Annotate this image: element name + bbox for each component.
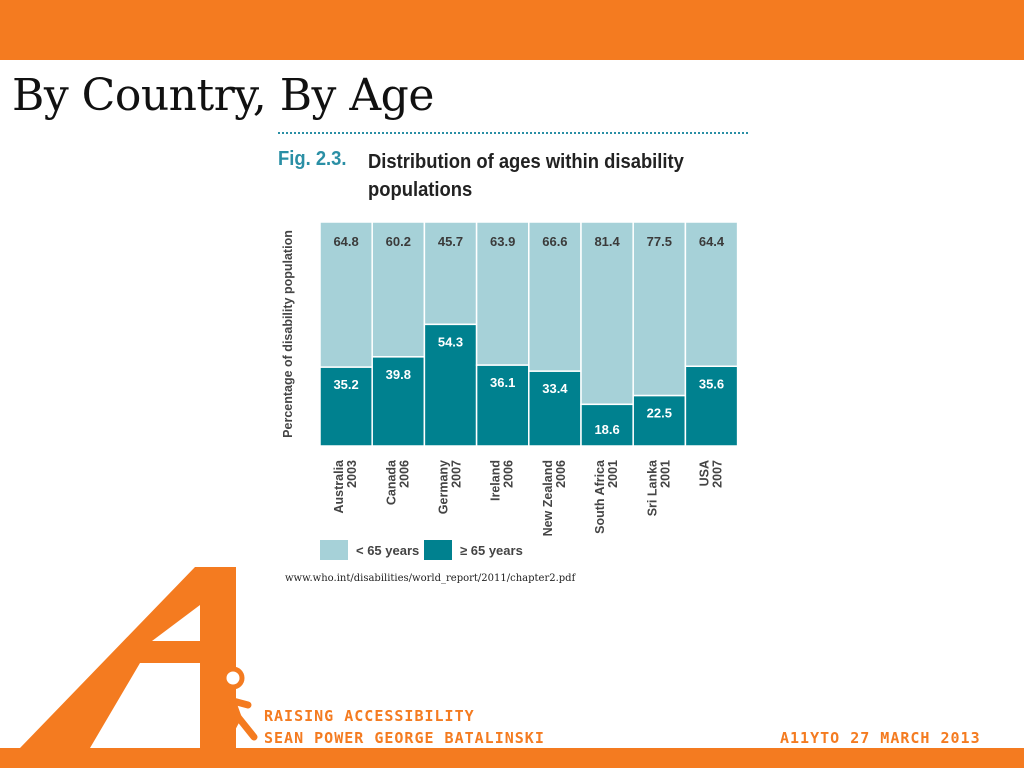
footer-authors: SEAN POWER GEORGE BATALINSKI [264, 729, 545, 747]
legend-label-under-65: < 65 years [356, 543, 419, 558]
bar-under-65 [632, 221, 687, 397]
x-tick-label: USA2007 [698, 460, 725, 488]
x-tick-label-line: 2006 [397, 460, 411, 488]
person-pushing-icon [210, 659, 258, 744]
footer-title: RAISING ACCESSIBILITY [264, 707, 475, 725]
figure-number: Fig. 2.3. [278, 148, 347, 170]
figure-divider [278, 132, 748, 134]
y-axis-label: Percentage of disability population [281, 230, 295, 438]
legend-swatch-under-65 [320, 540, 348, 560]
x-tick-label-line: Sri Lanka [645, 459, 659, 516]
bar-under-65 [371, 221, 426, 358]
value-label-65-and-over: 39.8 [386, 367, 411, 382]
x-tick-label: Sri Lanka2001 [645, 459, 672, 516]
logo-letter-a-counter-icon [152, 605, 200, 641]
bar-65-and-over [632, 394, 687, 447]
x-tick-label-line: South Africa [593, 459, 607, 534]
x-tick-label-line: Ireland [489, 460, 503, 501]
value-label-65-and-over: 36.1 [490, 375, 515, 390]
value-label-under-65: 63.9 [490, 234, 515, 249]
accessibility-logo [20, 567, 258, 748]
x-tick-label: Canada2006 [384, 459, 411, 505]
x-tick-label-line: 2007 [450, 460, 464, 488]
bar-65-and-over [423, 323, 478, 447]
logo-letter-a-icon [20, 567, 236, 748]
x-tick-label-line: 2006 [554, 460, 568, 488]
x-tick-label-line: Germany [437, 460, 451, 514]
x-tick-label-line: New Zealand [541, 460, 555, 536]
value-label-under-65: 81.4 [594, 234, 620, 249]
bar-under-65 [319, 221, 373, 368]
top-banner [0, 0, 1024, 60]
value-label-65-and-over: 33.4 [542, 381, 568, 396]
value-label-65-and-over: 35.2 [333, 377, 358, 392]
footer-event: A11YTO 27 MARCH 2013 [780, 729, 981, 747]
figure-caption: Distribution of ages within disability p… [368, 151, 684, 201]
bar-65-and-over [475, 364, 530, 447]
x-tick-label-line: 2001 [658, 460, 672, 488]
value-label-65-and-over: 54.3 [438, 334, 463, 349]
legend-label-65-and-over: ≥ 65 years [460, 543, 523, 558]
legend-swatch-65-and-over [424, 540, 452, 560]
bar-65-and-over [319, 366, 373, 447]
x-tick-label-line: USA [698, 460, 712, 486]
source-link[interactable]: www.who.int/disabilities/world_report/20… [285, 573, 576, 584]
value-label-under-65: 64.4 [699, 234, 725, 249]
value-label-under-65: 66.6 [542, 234, 567, 249]
value-label-under-65: 60.2 [386, 234, 411, 249]
x-tick-label-line: Australia [332, 459, 346, 514]
x-tick-label-line: 2001 [606, 460, 620, 488]
x-tick-label-line: 2003 [345, 460, 359, 488]
bar-65-and-over [528, 370, 582, 447]
value-label-under-65: 45.7 [438, 234, 463, 249]
x-tick-label: Ireland2006 [489, 460, 516, 501]
x-tick-label: Australia2003 [332, 459, 359, 514]
bar-65-and-over [684, 365, 739, 447]
slide-title: By Country, By Age [12, 70, 434, 121]
value-label-65-and-over: 22.5 [647, 406, 672, 421]
x-tick-label: New Zealand2006 [541, 460, 568, 536]
x-tick-label-line: 2007 [711, 460, 725, 488]
x-tick-label: South Africa2001 [593, 459, 620, 534]
value-label-under-65: 77.5 [647, 234, 672, 249]
value-label-65-and-over: 35.6 [699, 376, 724, 391]
x-tick-label-line: Canada [384, 459, 398, 505]
value-label-65-and-over: 18.6 [594, 422, 619, 437]
bar-under-65 [580, 221, 634, 406]
x-tick-label: Germany2007 [437, 460, 464, 514]
stacked-bar-chart: Percentage of disability population 64.8 3… [281, 221, 739, 560]
value-label-under-65: 64.8 [333, 234, 358, 249]
x-tick-label-line: 2006 [502, 460, 516, 488]
bottom-banner [0, 748, 1024, 768]
